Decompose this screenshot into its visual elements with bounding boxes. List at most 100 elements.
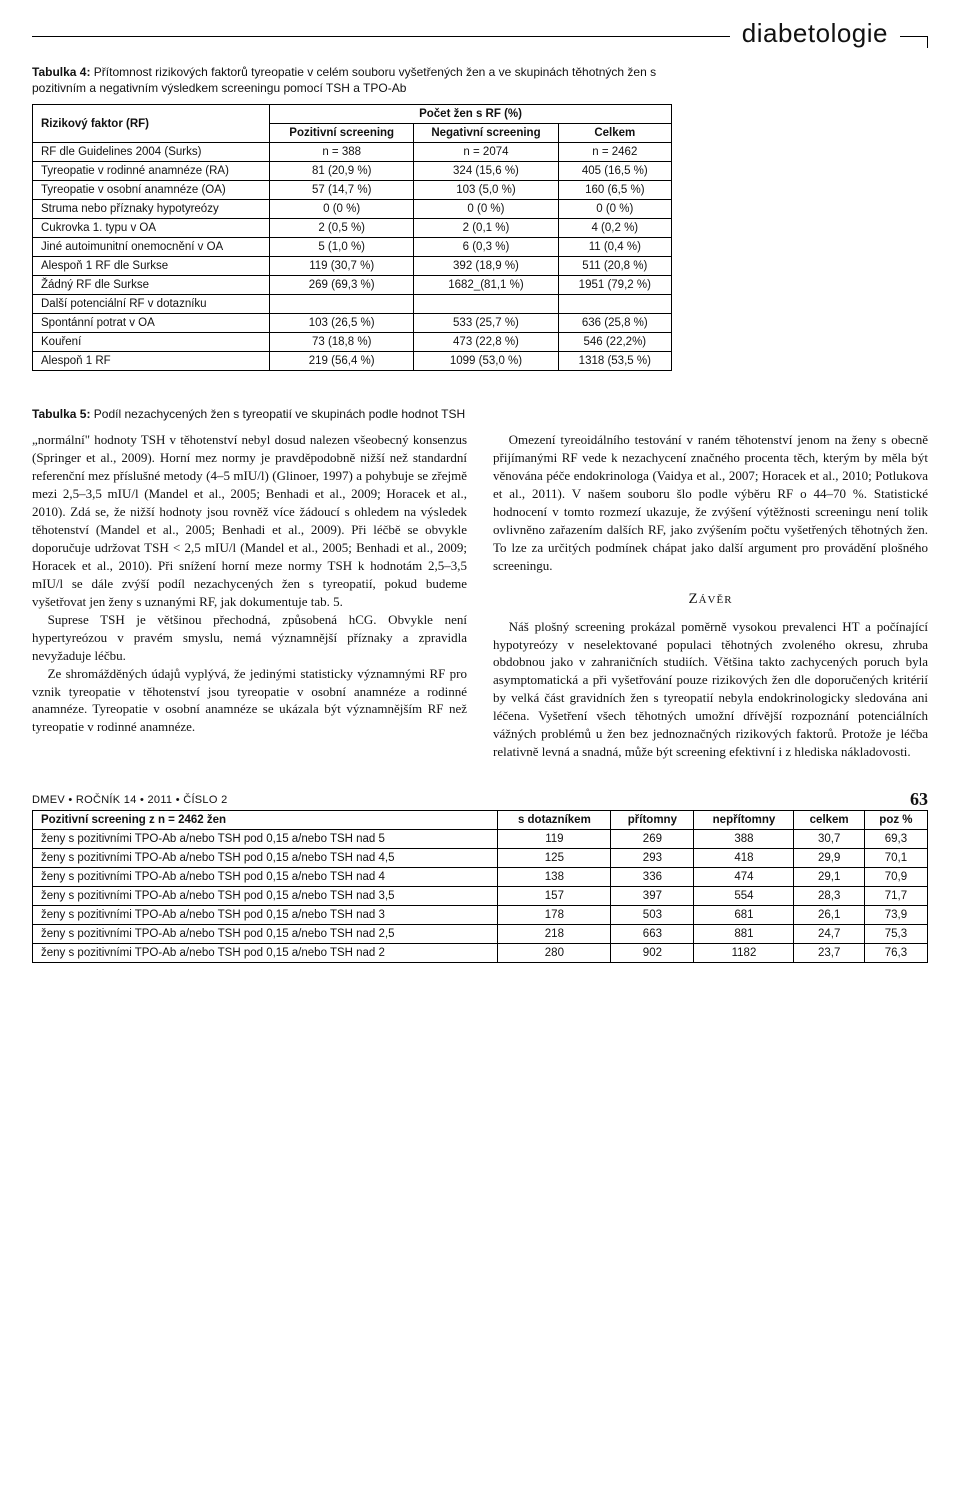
table4-cell-pos: 2 (0,5 %) (270, 219, 414, 238)
table4-cell-pos: 219 (56,4 %) (270, 352, 414, 371)
table4-header-row1: Rizikový faktor (RF) Počet žen s RF (%) (33, 105, 672, 124)
table5-caption: Tabulka 5: Podíl nezachycených žen s tyr… (32, 407, 928, 421)
table5-cell: 663 (611, 925, 694, 944)
table4-cell-tot: 511 (20,8 %) (558, 257, 671, 276)
table5-cell: 73,9 (864, 906, 927, 925)
table4-cell-tot: 11 (0,4 %) (558, 238, 671, 257)
table5-cell: 681 (694, 906, 794, 925)
table-row: Alespoň 1 RF dle Surkse119 (30,7 %)392 (… (33, 257, 672, 276)
table-row: ženy s pozitivními TPO-Ab a/nebo TSH pod… (33, 849, 928, 868)
table4-cell-neg: 533 (25,7 %) (414, 314, 558, 333)
table4-cell-empty (270, 295, 414, 314)
table4-cell-tot: 0 (0 %) (558, 200, 671, 219)
table4-hdr-neg: Negativní screening (414, 124, 558, 143)
table4-cell-pos: 73 (18,8 %) (270, 333, 414, 352)
table5: Pozitivní screening z n = 2462 žen s dot… (32, 810, 928, 963)
table5-cell: 71,7 (864, 887, 927, 906)
table5-cell: 70,1 (864, 849, 927, 868)
table-row: RF dle Guidelines 2004 (Surks)n = 388n =… (33, 143, 672, 162)
table4-caption: Tabulka 4: Přítomnost rizikových faktorů… (32, 64, 672, 96)
body-p4: Omezení tyreoidálního testování v raném … (493, 431, 928, 575)
table-row: Struma nebo příznaky hypotyreózy 0 (0 %)0… (33, 200, 672, 219)
table5-header-row: Pozitivní screening z n = 2462 žen s dot… (33, 811, 928, 830)
table4-cell-label: Struma nebo příznaky hypotyreózy (33, 200, 270, 219)
table-row: ženy s pozitivními TPO-Ab a/nebo TSH pod… (33, 906, 928, 925)
table4-cell-pos: 103 (26,5 %) (270, 314, 414, 333)
table4-hdr-rf: Rizikový faktor (RF) (33, 105, 270, 143)
table5-cell: 503 (611, 906, 694, 925)
table4-cell-label: Alespoň 1 RF (33, 352, 270, 371)
table4-row-divider: Další potenciální RF v dotazníku (33, 295, 672, 314)
table5-cell-label: ženy s pozitivními TPO-Ab a/nebo TSH pod… (33, 944, 498, 963)
table5-caption-text: Podíl nezachycených žen s tyreopatií ve … (90, 407, 465, 421)
table4-cell-neg: 103 (5,0 %) (414, 181, 558, 200)
table-row: ženy s pozitivními TPO-Ab a/nebo TSH pod… (33, 830, 928, 849)
table-row: Tyreopatie v rodinné anamnéze (RA)81 (20… (33, 162, 672, 181)
table4-cell-label: Kouření (33, 333, 270, 352)
footer-page-number: 63 (910, 789, 928, 810)
table4-cell-label: Alespoň 1 RF dle Surkse (33, 257, 270, 276)
table5-cell: 125 (498, 849, 611, 868)
table5-hdr-c3: celkem (794, 811, 864, 830)
table5-hdr-left: Pozitivní screening z n = 2462 žen (33, 811, 498, 830)
table5-hdr-c1: přítomny (611, 811, 694, 830)
table4-cell-tot: 546 (22,2%) (558, 333, 671, 352)
table5-hdr-c2: nepřítomny (694, 811, 794, 830)
page-footer: DMEV • ROČNÍK 14 • 2011 • ČÍSLO 2 63 (32, 789, 928, 810)
table5-cell: 75,3 (864, 925, 927, 944)
table4-cell-label: Žádný RF dle Surkse (33, 276, 270, 295)
table4-cell-label: Tyreopatie v rodinné anamnéze (RA) (33, 162, 270, 181)
table4-cell-empty (414, 295, 558, 314)
table4-cell-neg: 1099 (53,0 %) (414, 352, 558, 371)
table5-cell: 157 (498, 887, 611, 906)
table5-cell: 388 (694, 830, 794, 849)
table4-cell-pos: n = 388 (270, 143, 414, 162)
table4-cell-pos: 81 (20,9 %) (270, 162, 414, 181)
table5-cell: 29,9 (794, 849, 864, 868)
table-row: ženy s pozitivními TPO-Ab a/nebo TSH pod… (33, 944, 928, 963)
table4-cell-pos: 269 (69,3 %) (270, 276, 414, 295)
table4-cell-tot: n = 2462 (558, 143, 671, 162)
table4: Rizikový faktor (RF) Počet žen s RF (%) … (32, 104, 672, 371)
table4-cell-pos: 119 (30,7 %) (270, 257, 414, 276)
table5-cell: 29,1 (794, 868, 864, 887)
table5-cell-label: ženy s pozitivními TPO-Ab a/nebo TSH pod… (33, 887, 498, 906)
table5-cell: 119 (498, 830, 611, 849)
section-header: diabetologie (32, 24, 928, 52)
table-row: ženy s pozitivními TPO-Ab a/nebo TSH pod… (33, 887, 928, 906)
table4-cell-tot: 636 (25,8 %) (558, 314, 671, 333)
footer-journal: DMEV • ROČNÍK 14 • 2011 • ČÍSLO 2 (32, 794, 227, 806)
table5-cell: 902 (611, 944, 694, 963)
table4-div-label: Další potenciální RF v dotazníku (33, 295, 270, 314)
table4-cell-pos: 5 (1,0 %) (270, 238, 414, 257)
table5-cell: 69,3 (864, 830, 927, 849)
table-row: Kouření73 (18,8 %)473 (22,8 %)546 (22,2%… (33, 333, 672, 352)
table4-cell-neg: 473 (22,8 %) (414, 333, 558, 352)
table-row: Cukrovka 1. typu v OA2 (0,5 %)2 (0,1 %)4… (33, 219, 672, 238)
body-p1: „normální" hodnoty TSH v těhotenství neb… (32, 431, 467, 610)
table4-hdr-tot: Celkem (558, 124, 671, 143)
table4-cell-neg: 324 (15,6 %) (414, 162, 558, 181)
header-tick (927, 36, 928, 48)
table5-cell: 554 (694, 887, 794, 906)
table5-cell-label: ženy s pozitivními TPO-Ab a/nebo TSH pod… (33, 868, 498, 887)
table4-cell-label: Cukrovka 1. typu v OA (33, 219, 270, 238)
table4-cell-neg: 0 (0 %) (414, 200, 558, 219)
table4-cell-neg: n = 2074 (414, 143, 558, 162)
table5-cell: 76,3 (864, 944, 927, 963)
table4-cell-tot: 1318 (53,5 %) (558, 352, 671, 371)
table5-cell: 26,1 (794, 906, 864, 925)
table-row: Žádný RF dle Surkse269 (69,3 %)1682_(81,… (33, 276, 672, 295)
body-p2: Suprese TSH je většinou přechodná, způso… (32, 611, 467, 665)
table5-cell: 30,7 (794, 830, 864, 849)
table5-cell: 474 (694, 868, 794, 887)
body-p5: Náš plošný screening prokázal poměrně vy… (493, 618, 928, 762)
table5-cell: 269 (611, 830, 694, 849)
table-row: Jiné autoimunitní onemocnění v OA5 (1,0 … (33, 238, 672, 257)
table4-cell-tot: 160 (6,5 %) (558, 181, 671, 200)
table5-cell: 70,9 (864, 868, 927, 887)
table4-cell-neg: 2 (0,1 %) (414, 219, 558, 238)
table4-cell-tot: 4 (0,2 %) (558, 219, 671, 238)
table-row: ženy s pozitivními TPO-Ab a/nebo TSH pod… (33, 925, 928, 944)
table4-caption-text: Přítomnost rizikových faktorů tyreopatie… (32, 65, 656, 95)
